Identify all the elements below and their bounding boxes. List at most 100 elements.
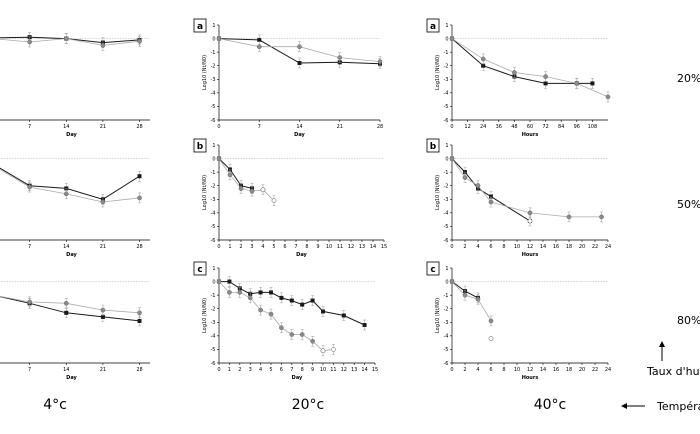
data-point-filled (481, 63, 486, 68)
data-point-grey (279, 325, 284, 331)
x-tick-label: 7 (290, 367, 293, 373)
data-point-grey (299, 332, 305, 337)
series-line-filled (451, 38, 593, 84)
y-tick-label: -1 (211, 293, 216, 299)
series-line-grey (0, 295, 140, 314)
x-tick-label: 13 (359, 244, 365, 250)
y-tick-label: 1 (212, 143, 215, 149)
x-tick-label: 1 (228, 244, 231, 250)
x-axis-label: Day (66, 252, 77, 258)
panel-letter-box (426, 138, 440, 153)
x-tick-label: 24 (480, 124, 486, 130)
data-point-filled (257, 37, 262, 42)
series-line-filled (451, 158, 531, 222)
series-line-open (262, 189, 275, 201)
y-axis-label: Log10 (Nt/N0) (202, 298, 208, 333)
y-axis-label: Log10 (Nt/N0) (435, 55, 441, 90)
x-tick-label: 9 (311, 367, 314, 373)
x-axis-label: Day (292, 375, 303, 381)
panel-letter: a (430, 22, 436, 32)
data-point-filled (590, 81, 595, 86)
x-tick-label: 0 (450, 124, 453, 130)
x-tick-label: 18 (566, 244, 572, 250)
y-tick-label: -1 (444, 50, 449, 56)
humidity-arrow-head (659, 341, 665, 347)
data-point-filled (300, 302, 305, 307)
panel-letter: b (430, 142, 437, 152)
x-tick-label: 14 (540, 244, 546, 250)
x-tick-label: 4 (261, 244, 264, 250)
y-axis-label: Log10 (Nt/N0) (435, 175, 441, 210)
y-tick-label: -6 (211, 361, 216, 367)
series-line-filled (0, 36, 140, 44)
panel-letter-box (193, 138, 207, 153)
x-tick-label: 21 (100, 367, 106, 373)
x-tick-label: 8 (305, 244, 308, 250)
y-tick-label: -6 (444, 361, 449, 367)
data-point-grey (449, 279, 455, 284)
x-tick-label: 14 (370, 244, 376, 250)
chart-panel-p4_50: 7 14 21 28 Day (0, 158, 150, 258)
data-point-grey (137, 38, 142, 44)
x-tick-label: 8 (502, 244, 505, 250)
series-line-grey (0, 38, 140, 46)
y-tick-label: 0 (445, 156, 448, 162)
y-tick-label: 0 (212, 156, 215, 162)
y-tick-label: -1 (444, 293, 449, 299)
temp-label-4: 4°c (43, 397, 67, 413)
data-point-grey (475, 183, 481, 189)
x-tick-label: 14 (540, 367, 546, 373)
y-tick-label: -2 (444, 184, 449, 190)
data-point-filled (310, 298, 315, 303)
x-tick-label: 0 (450, 367, 453, 373)
y-tick-label: 0 (445, 36, 448, 42)
data-point-grey (100, 43, 106, 48)
y-tick-label: 1 (445, 143, 448, 149)
data-point-grey (475, 296, 481, 302)
x-tick-label: 15 (372, 367, 378, 373)
x-tick-label: 10 (320, 367, 326, 373)
series-line-grey (451, 158, 602, 218)
y-tick-label: 1 (445, 23, 448, 29)
panel-letter: a (197, 22, 203, 32)
x-tick-label: 96 (574, 124, 580, 130)
y-tick-label: -3 (211, 197, 216, 203)
x-tick-label: 12 (527, 244, 533, 250)
x-tick-label: 22 (592, 244, 598, 250)
data-point-filled (137, 318, 142, 323)
y-tick-label: 1 (445, 266, 448, 272)
data-point-grey (297, 44, 302, 50)
data-point-grey (449, 156, 455, 161)
data-point-grey (566, 214, 572, 220)
panel-letter-box (426, 18, 440, 33)
x-tick-label: 60 (527, 124, 533, 130)
x-tick-label: 12 (464, 124, 470, 130)
data-point-grey (289, 332, 295, 337)
x-tick-label: 36 (496, 124, 502, 130)
data-point-filled (100, 314, 105, 319)
temperature-arrow-head (621, 403, 627, 409)
chart-panel-p4_80: 7 14 21 28 Day (0, 281, 150, 381)
y-tick-label: -2 (211, 184, 216, 190)
data-point-filled (543, 81, 548, 86)
data-point-grey (137, 195, 142, 201)
x-tick-label: 28 (136, 124, 142, 130)
y-tick-label: -3 (211, 77, 216, 83)
x-tick-label: 0 (450, 244, 453, 250)
data-point-open (527, 218, 533, 224)
chart-panel-p20_50: 0 1 2 3 4 5 6 7 8 9 10 11 12 13 14 1510-1-2-3-4-5-6DayL… (193, 138, 387, 258)
series-line-grey (451, 281, 492, 322)
chart-panel-p40_80: 0 2 4 6 8 10 12 14 16 18 20 22 2410-1-2-3-4-5-6Hours… (426, 261, 611, 381)
data-point-filled (258, 290, 263, 295)
data-point-grey (63, 300, 69, 306)
y-tick-label: -1 (211, 50, 216, 56)
x-axis-label: Day (296, 252, 307, 258)
chart-panel-p4_20: 7 14 21 28 Day (0, 31, 150, 138)
panel-letter-box (193, 261, 207, 276)
humidity-axis-label: Taux d'hum (646, 365, 700, 378)
y-tick-label: -6 (211, 118, 216, 124)
x-tick-label: 9 (316, 244, 319, 250)
data-point-grey (258, 307, 263, 313)
data-point-filled (64, 310, 69, 315)
